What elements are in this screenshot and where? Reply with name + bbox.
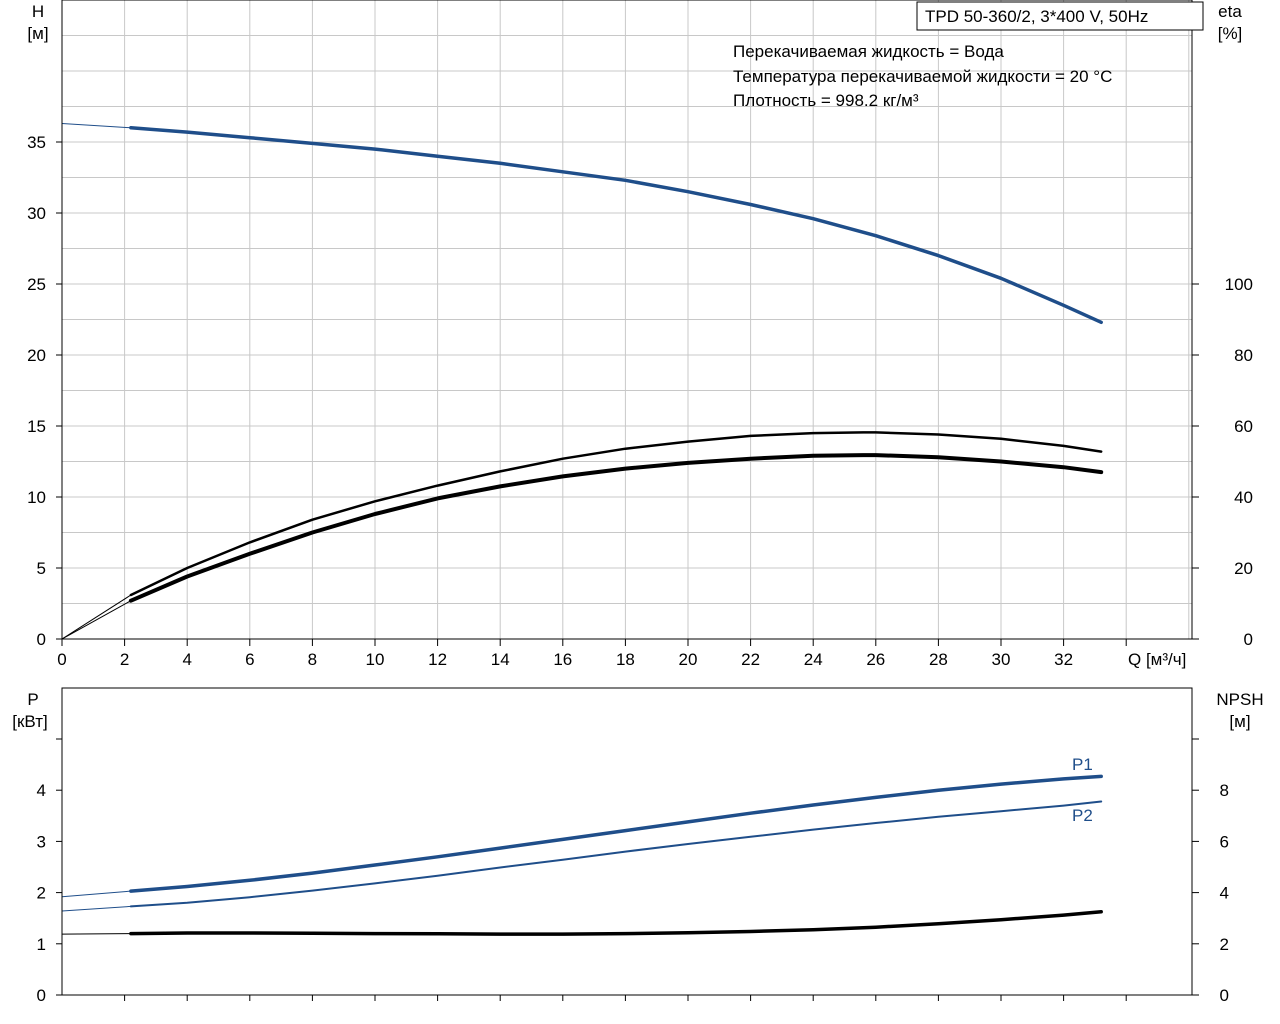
x-tick-label: 4 <box>182 650 191 669</box>
x-tick-label: 6 <box>245 650 254 669</box>
p-tick-label: 0 <box>37 986 46 1005</box>
x-tick-label: 2 <box>120 650 129 669</box>
top-series <box>61 123 1104 640</box>
npsh-tick-label: 2 <box>1220 935 1229 954</box>
bottom-ticks: 0 1 2 3 4 0 2 4 6 8 <box>37 738 1229 1005</box>
x-tick-label: 30 <box>992 650 1011 669</box>
h-tick-label: 5 <box>37 559 46 578</box>
info-line-temperature: Температура перекачиваемой жидкости = 20… <box>733 67 1112 86</box>
x-tick-label: 16 <box>553 650 572 669</box>
x-tick-label: 22 <box>741 650 760 669</box>
h-axis-unit: [м] <box>27 24 48 43</box>
P2-curve <box>129 800 1103 908</box>
x-tick-label: 28 <box>929 650 948 669</box>
npsh-tick-label: 6 <box>1220 832 1229 851</box>
p-tick-label: 2 <box>37 884 46 903</box>
P1-extrapolation <box>61 890 131 898</box>
x-tick-label: 8 <box>308 650 317 669</box>
p1-series-label: P1 <box>1072 755 1093 774</box>
h-tick-label: 0 <box>37 630 46 649</box>
h-tick-label: 30 <box>27 204 46 223</box>
npsh-axis-unit: [м] <box>1229 712 1250 731</box>
eta_pump-extrapolation <box>61 594 132 640</box>
info-line-density: Плотность = 998.2 кг/м³ <box>733 91 919 110</box>
P1-curve <box>129 774 1103 893</box>
info-line-fluid: Перекачиваемая жидкость = Вода <box>733 42 1004 61</box>
p-tick-label: 3 <box>37 832 46 851</box>
x-tick-label: 20 <box>679 650 698 669</box>
p-tick-label: 4 <box>37 781 46 800</box>
p-tick-label: 1 <box>37 935 46 954</box>
x-tick-label: 26 <box>866 650 885 669</box>
h-tick-label: 15 <box>27 417 46 436</box>
eta-tick-label: 20 <box>1234 559 1253 578</box>
npsh-tick-label: 0 <box>1220 986 1229 1005</box>
npsh-curve <box>129 910 1103 936</box>
head-extrapolation <box>61 123 131 129</box>
x-tick-label: 32 <box>1054 650 1073 669</box>
top-plot-frame <box>61 0 1193 640</box>
x-tick-label: 10 <box>366 650 385 669</box>
h-axis-label: H <box>32 2 44 21</box>
x-tick-label: 24 <box>804 650 823 669</box>
eta-axis-label: eta <box>1218 2 1242 21</box>
p-axis-label: P <box>27 690 38 709</box>
npsh-tick-label: 8 <box>1220 781 1229 800</box>
eta_pump-curve <box>129 431 1103 597</box>
x-tick-label: 12 <box>428 650 447 669</box>
x-tick-label: 14 <box>491 650 510 669</box>
npsh-tick-label: 4 <box>1220 884 1229 903</box>
model-label: TPD 50-360/2, 3*400 V, 50Hz <box>925 7 1148 26</box>
h-tick-label: 10 <box>27 488 46 507</box>
bottom-plot-frame <box>61 687 1193 996</box>
head-curve <box>129 126 1103 325</box>
power-npsh-panel: 0 1 2 3 4 0 2 4 6 8 P [кВт] NPSH [м] P1 P2 <box>12 687 1264 1005</box>
p-axis-unit: [кВт] <box>12 712 47 731</box>
eta-tick-label: 40 <box>1234 488 1253 507</box>
eta-axis-unit: [%] <box>1218 24 1243 43</box>
model-label-box <box>916 1 1204 31</box>
q-axis-label: Q [м³/ч] <box>1128 650 1186 669</box>
eta-tick-label: 100 <box>1225 275 1253 294</box>
x-tick-label: 18 <box>616 650 635 669</box>
npsh-axis-label: NPSH <box>1216 690 1263 709</box>
eta-tick-label: 60 <box>1234 417 1253 436</box>
eta-tick-label: 80 <box>1234 346 1253 365</box>
p2-series-label: P2 <box>1072 806 1093 825</box>
eta_total-extrapolation <box>61 600 132 640</box>
npsh-extrapolation <box>61 933 131 935</box>
h-tick-label: 25 <box>27 275 46 294</box>
h-tick-label: 20 <box>27 346 46 365</box>
eta_total-curve <box>128 453 1104 603</box>
top-ticks: 0 2 4 6 8 10 12 14 16 18 20 22 24 26 28 30 3205101520253… <box>27 133 1253 669</box>
x-tick-label: 0 <box>57 650 66 669</box>
h-tick-label: 35 <box>27 133 46 152</box>
P2-extrapolation <box>61 905 131 912</box>
head-efficiency-panel: 0 2 4 6 8 10 12 14 16 18 20 22 24 26 28 30 3205101520253… <box>27 0 1253 669</box>
eta-tick-label: 0 <box>1244 630 1253 649</box>
bottom-series <box>61 774 1103 936</box>
